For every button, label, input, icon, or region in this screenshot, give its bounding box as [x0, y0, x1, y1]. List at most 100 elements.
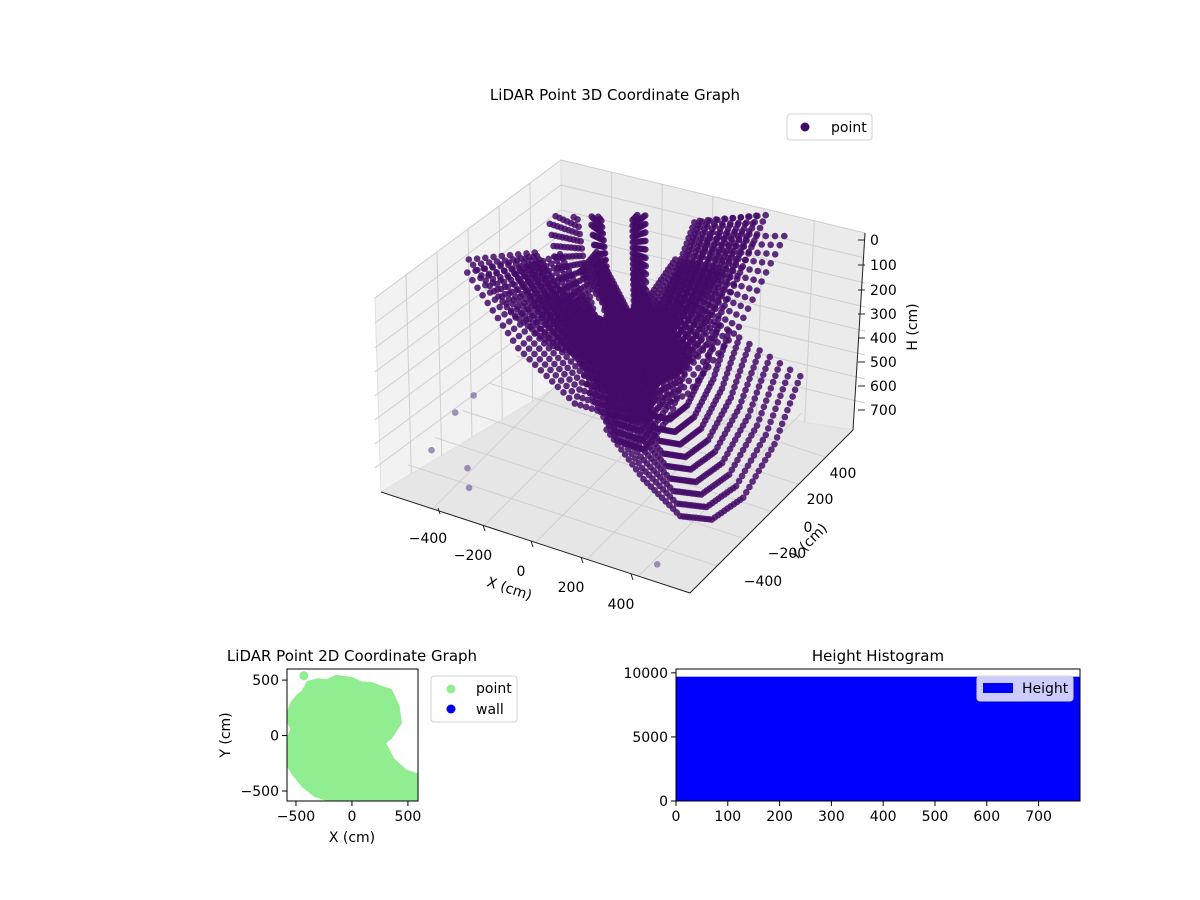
scatter-point: [797, 372, 804, 380]
scatter-point: [474, 266, 481, 274]
scatter-point: [489, 307, 497, 314]
scatter-point: [628, 450, 635, 458]
scatter-point: [550, 349, 557, 357]
scatter-point: [662, 401, 669, 408]
chart-3d-z-axis: [852, 232, 866, 431]
scatter-point: [738, 362, 746, 369]
scatter-point: [536, 345, 543, 353]
scatter-point: [740, 225, 748, 232]
scatter-point: [729, 354, 736, 362]
scatter-point: [718, 268, 726, 276]
scatter-point: [732, 261, 740, 269]
x-tick-label: −500: [277, 809, 315, 825]
scatter-point: [625, 456, 633, 463]
scatter-point: [766, 353, 774, 361]
scatter-point: [695, 279, 703, 286]
grid-line: [374, 159, 562, 299]
scatter-point: [733, 242, 740, 250]
scatter-point: [514, 286, 522, 293]
scatter-point: [677, 257, 685, 265]
scatter-point: [744, 462, 752, 470]
scatter-point: [759, 436, 767, 444]
scatter-point: [705, 283, 713, 291]
grid-line: [374, 329, 562, 469]
scatter-point: [737, 302, 744, 310]
scatter-point: [734, 339, 741, 347]
scatter-point: [758, 409, 765, 417]
scatter-point: [572, 363, 579, 370]
scatter-point: [786, 400, 794, 407]
scatter-point: [771, 251, 779, 258]
scatter-point: [762, 431, 770, 439]
scatter-point: [520, 340, 528, 347]
scatter-point: [730, 248, 738, 255]
x-tick-label: 500: [922, 809, 949, 825]
scatter-point: [510, 325, 518, 333]
scatter-point: [684, 307, 692, 315]
scatter-point: [515, 298, 523, 305]
scatter-point: [727, 273, 734, 281]
scatter-point: [477, 260, 485, 268]
scatter-point: [685, 317, 692, 325]
scatter-point: [700, 298, 708, 306]
scatter-point: [698, 304, 705, 312]
scatter-point: [724, 280, 731, 287]
scatter-point: [748, 243, 755, 251]
scatter-point: [761, 456, 769, 464]
scatter-point: [697, 293, 705, 300]
scatter-point: [548, 378, 556, 385]
x-tick-label: 200: [766, 809, 793, 825]
scatter-point: [764, 359, 771, 367]
scatter-point: [756, 224, 764, 232]
scatter-point: [676, 377, 684, 385]
scatter-point: [581, 387, 588, 395]
scatter-point: [758, 259, 766, 266]
grid-line: [560, 159, 866, 234]
scatter-point: [506, 318, 513, 325]
scatter-point: [747, 457, 755, 464]
z-tick-label: 400: [870, 331, 897, 347]
y-tick-label: 0: [270, 729, 279, 745]
scatter-point: [794, 379, 801, 387]
scatter-point: [664, 391, 672, 399]
scatter-point: [571, 381, 578, 388]
scatter-point: [721, 302, 728, 309]
scatter-point: [525, 345, 533, 353]
scatter-point: [515, 344, 522, 352]
scatter-point: [681, 371, 688, 379]
scatter-point: [631, 455, 639, 462]
scatter-point: [700, 314, 708, 322]
scatter-point: [496, 303, 504, 311]
chart-3d-zlabel: H (cm): [905, 303, 921, 350]
scatter-point: [500, 278, 508, 286]
scatter-point: [749, 401, 756, 408]
scatter-point: [750, 427, 758, 434]
scatter-point: [723, 370, 731, 377]
x-tick-label: 500: [395, 809, 422, 825]
scatter-point: [504, 272, 511, 279]
x-tick-label: 400: [870, 809, 897, 825]
scatter-point: [521, 328, 528, 335]
scatter-point: [590, 241, 598, 249]
scatter-point: [738, 398, 745, 405]
scatter-point: [750, 452, 758, 459]
scatter-point: [737, 249, 745, 256]
chart-histogram: Height Histogram 0 100 200 300 400 500 600 7000…: [623, 647, 1081, 825]
chart-3d-legend-marker: [800, 122, 810, 132]
x-tick-label: 100: [714, 809, 741, 825]
scatter-point: [730, 230, 738, 238]
scatter-point: [629, 461, 636, 468]
scatter-point: [736, 403, 743, 411]
scatter-point: [728, 319, 736, 327]
scatter-point: [742, 274, 749, 282]
scatter-point: [774, 366, 781, 373]
scatter-point: [772, 405, 779, 413]
scatter-point: [704, 255, 712, 263]
scatter-point: [721, 286, 728, 294]
scatter-point: [720, 380, 727, 387]
x-tick-label: 600: [973, 809, 1000, 825]
scatter-point: [585, 369, 592, 377]
chart-2d-ticks: −500 0 500 500 0 −500: [241, 673, 422, 825]
scatter-point: [734, 456, 741, 464]
scatter-point: [543, 372, 550, 380]
